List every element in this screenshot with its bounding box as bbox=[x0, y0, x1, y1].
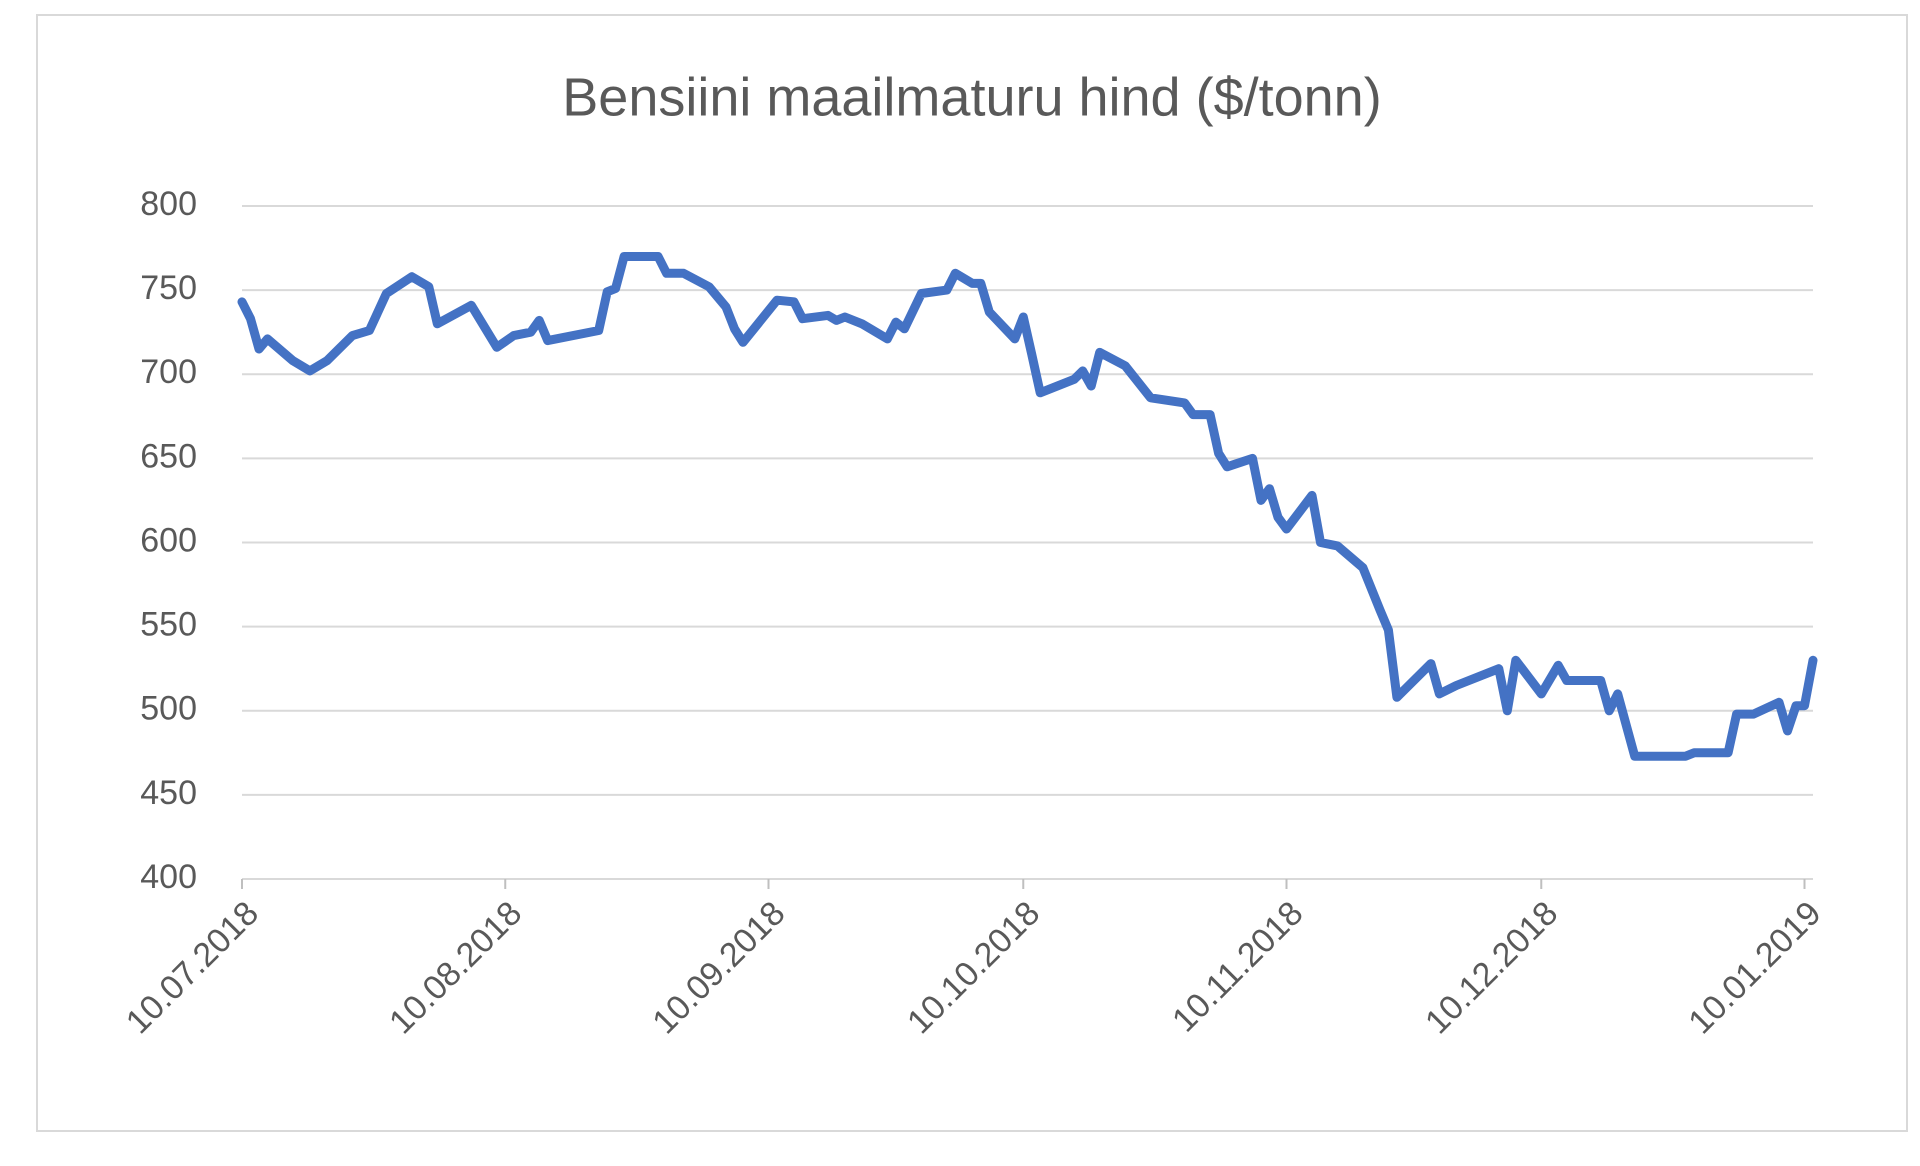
chart-border bbox=[36, 14, 1908, 1132]
y-tick-label: 750 bbox=[140, 269, 197, 307]
y-tick-label: 650 bbox=[140, 437, 197, 475]
price-line bbox=[237, 252, 1818, 761]
chart-title: Bensiini maailmaturu hind ($/tonn) bbox=[562, 67, 1381, 127]
y-tick-label: 600 bbox=[140, 521, 197, 559]
y-tick-label: 800 bbox=[140, 185, 197, 223]
y-tick-label: 700 bbox=[140, 353, 197, 391]
y-tick-label: 550 bbox=[140, 606, 197, 644]
y-tick-label: 450 bbox=[140, 774, 197, 812]
y-tick-label: 400 bbox=[140, 858, 197, 896]
y-tick-label: 500 bbox=[140, 690, 197, 728]
